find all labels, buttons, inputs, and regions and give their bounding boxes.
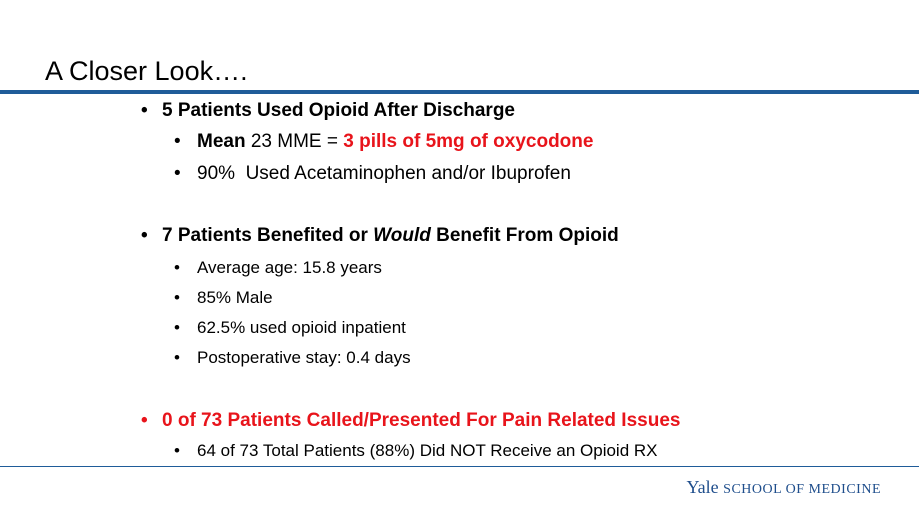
bullet-dot: • <box>174 258 180 277</box>
bullet-text: Postoperative stay: 0.4 days <box>197 348 411 367</box>
bullet-text: 5 Patients Used Opioid After Discharge <box>162 100 515 121</box>
bullet-text: Mean 23 MME = 3 pills of 5mg of oxycodon… <box>197 130 593 154</box>
bullet-text: 85% Male <box>197 288 273 307</box>
bullet-text: 7 Patients Benefited or Would Benefit Fr… <box>162 224 619 248</box>
bullet-dot: • <box>174 163 181 184</box>
bullet-dot: • <box>141 100 148 121</box>
mme-value: 23 MME = <box>245 131 344 152</box>
bullet-dot: • <box>174 348 180 367</box>
would-italic: Would <box>373 225 431 246</box>
bullet-dot: • <box>174 318 180 337</box>
bullet-text: 62.5% used opioid inpatient <box>197 318 406 337</box>
bullet-dot: • <box>174 131 181 152</box>
slide-title: A Closer Look…. <box>45 56 248 86</box>
benefited-part1: 7 Patients Benefited or <box>162 225 374 246</box>
benefited-part2: Benefit From Opioid <box>430 225 619 246</box>
logo-yale: Yale <box>686 477 719 497</box>
title-divider <box>0 90 919 94</box>
yale-school-of-medicine-logo: Yale SCHOOL OF MEDICINE <box>686 476 881 501</box>
bullet-dot: • <box>174 288 180 307</box>
pills-highlight: 3 pills of 5mg of oxycodone <box>343 131 594 152</box>
bullet-text: 0 of 73 Patients Called/Presented For Pa… <box>162 410 681 431</box>
bullet-dot: • <box>174 441 180 460</box>
footer-divider <box>0 466 919 467</box>
bullet-text: 90% Used Acetaminophen and/or Ibuprofen <box>197 163 571 184</box>
mean-label: Mean <box>197 131 246 152</box>
bullet-dot: • <box>141 225 148 246</box>
logo-school-of-medicine: SCHOOL OF MEDICINE <box>723 482 881 497</box>
bullet-text: Average age: 15.8 years <box>197 258 382 277</box>
bullet-text: 64 of 73 Total Patients (88%) Did NOT Re… <box>197 441 658 460</box>
bullet-dot: • <box>141 410 148 431</box>
